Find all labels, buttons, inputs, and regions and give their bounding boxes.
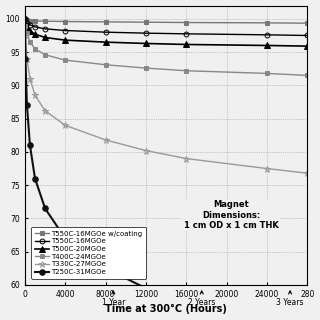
- T550C-16MGOe: [104, 30, 108, 34]
- T500C-20MGOe: [265, 44, 269, 47]
- T550C-16MGOe w/coating: [25, 18, 29, 22]
- T500C-20MGOe: [305, 44, 309, 48]
- T250C-31MGOe: [23, 17, 27, 21]
- T550C-16MGOe: [63, 28, 67, 32]
- T500C-20MGOe: [63, 38, 67, 42]
- T400C-24MGOe: [305, 74, 309, 77]
- T330C-27MGOe: [43, 109, 47, 113]
- T550C-16MGOe w/coating: [23, 18, 27, 21]
- T330C-27MGOe: [63, 124, 67, 127]
- T250C-31MGOe: [23, 57, 27, 61]
- T250C-31MGOe: [33, 177, 37, 180]
- Text: 3 Years: 3 Years: [276, 291, 304, 307]
- T500C-20MGOe: [25, 25, 29, 29]
- T400C-24MGOe: [33, 47, 37, 51]
- T250C-31MGOe: [184, 303, 188, 307]
- T550C-16MGOe w/coating: [28, 19, 32, 22]
- T250C-31MGOe: [25, 103, 29, 107]
- T250C-31MGOe: [144, 286, 148, 290]
- T550C-16MGOe: [265, 33, 269, 37]
- T400C-24MGOe: [23, 24, 27, 28]
- T550C-16MGOe: [184, 32, 188, 36]
- T400C-24MGOe: [104, 63, 108, 67]
- T330C-27MGOe: [265, 167, 269, 171]
- T550C-16MGOe w/coating: [33, 19, 37, 23]
- T550C-16MGOe w/coating: [184, 20, 188, 24]
- T500C-20MGOe: [184, 43, 188, 46]
- T330C-27MGOe: [144, 149, 148, 153]
- T400C-24MGOe: [184, 69, 188, 73]
- T550C-16MGOe w/coating: [104, 20, 108, 24]
- T330C-27MGOe: [23, 17, 27, 21]
- T400C-24MGOe: [25, 32, 29, 36]
- T550C-16MGOe w/coating: [43, 19, 47, 23]
- T330C-27MGOe: [25, 57, 29, 61]
- T550C-16MGOe w/coating: [144, 20, 148, 24]
- T330C-27MGOe: [33, 93, 37, 97]
- Legend: T550C-16MGOe w/coating, T550C-16MGOe, T500C-20MGOe, T400C-24MGOe, T330C-27MGOe, : T550C-16MGOe w/coating, T550C-16MGOe, T5…: [31, 227, 146, 279]
- T400C-24MGOe: [265, 71, 269, 75]
- Line: T250C-31MGOe: T250C-31MGOe: [22, 16, 310, 320]
- T250C-31MGOe: [63, 236, 67, 240]
- T550C-16MGOe: [23, 19, 27, 23]
- T400C-24MGOe: [43, 53, 47, 57]
- T500C-20MGOe: [28, 29, 32, 33]
- T250C-31MGOe: [28, 143, 32, 147]
- Line: T330C-27MGOe: T330C-27MGOe: [21, 15, 311, 177]
- T550C-16MGOe: [305, 34, 309, 37]
- Line: T500C-20MGOe: T500C-20MGOe: [22, 16, 310, 49]
- T500C-20MGOe: [23, 17, 27, 21]
- T330C-27MGOe: [23, 34, 27, 37]
- T500C-20MGOe: [104, 40, 108, 44]
- T500C-20MGOe: [144, 42, 148, 45]
- Line: T400C-24MGOe: T400C-24MGOe: [22, 16, 310, 78]
- T330C-27MGOe: [104, 138, 108, 142]
- T550C-16MGOe: [23, 17, 27, 21]
- T550C-16MGOe: [25, 21, 29, 25]
- Line: T550C-16MGOe w/coating: T550C-16MGOe w/coating: [22, 16, 310, 26]
- Text: Magnet
Dimensions:
1 cm OD x 1 cm THK: Magnet Dimensions: 1 cm OD x 1 cm THK: [184, 200, 278, 230]
- T550C-16MGOe w/coating: [265, 21, 269, 25]
- T550C-16MGOe w/coating: [305, 21, 309, 25]
- T330C-27MGOe: [305, 171, 309, 175]
- T400C-24MGOe: [63, 58, 67, 62]
- T330C-27MGOe: [184, 156, 188, 160]
- T550C-16MGOe: [43, 27, 47, 31]
- T400C-24MGOe: [144, 66, 148, 70]
- T550C-16MGOe: [144, 31, 148, 35]
- T550C-16MGOe w/coating: [23, 17, 27, 21]
- Line: T550C-16MGOe: T550C-16MGOe: [22, 16, 310, 38]
- T400C-24MGOe: [23, 17, 27, 21]
- Text: 2 Years: 2 Years: [188, 291, 215, 307]
- T550C-16MGOe: [28, 23, 32, 27]
- T330C-27MGOe: [28, 77, 32, 81]
- T500C-20MGOe: [23, 20, 27, 24]
- T500C-20MGOe: [43, 36, 47, 39]
- T500C-20MGOe: [33, 32, 37, 36]
- T550C-16MGOe w/coating: [63, 20, 67, 23]
- X-axis label: Time at 300°C (Hours): Time at 300°C (Hours): [105, 304, 227, 315]
- T250C-31MGOe: [43, 206, 47, 210]
- T550C-16MGOe: [33, 25, 37, 29]
- T250C-31MGOe: [104, 266, 108, 270]
- T400C-24MGOe: [28, 40, 32, 44]
- Text: 1 Year: 1 Year: [102, 291, 125, 307]
